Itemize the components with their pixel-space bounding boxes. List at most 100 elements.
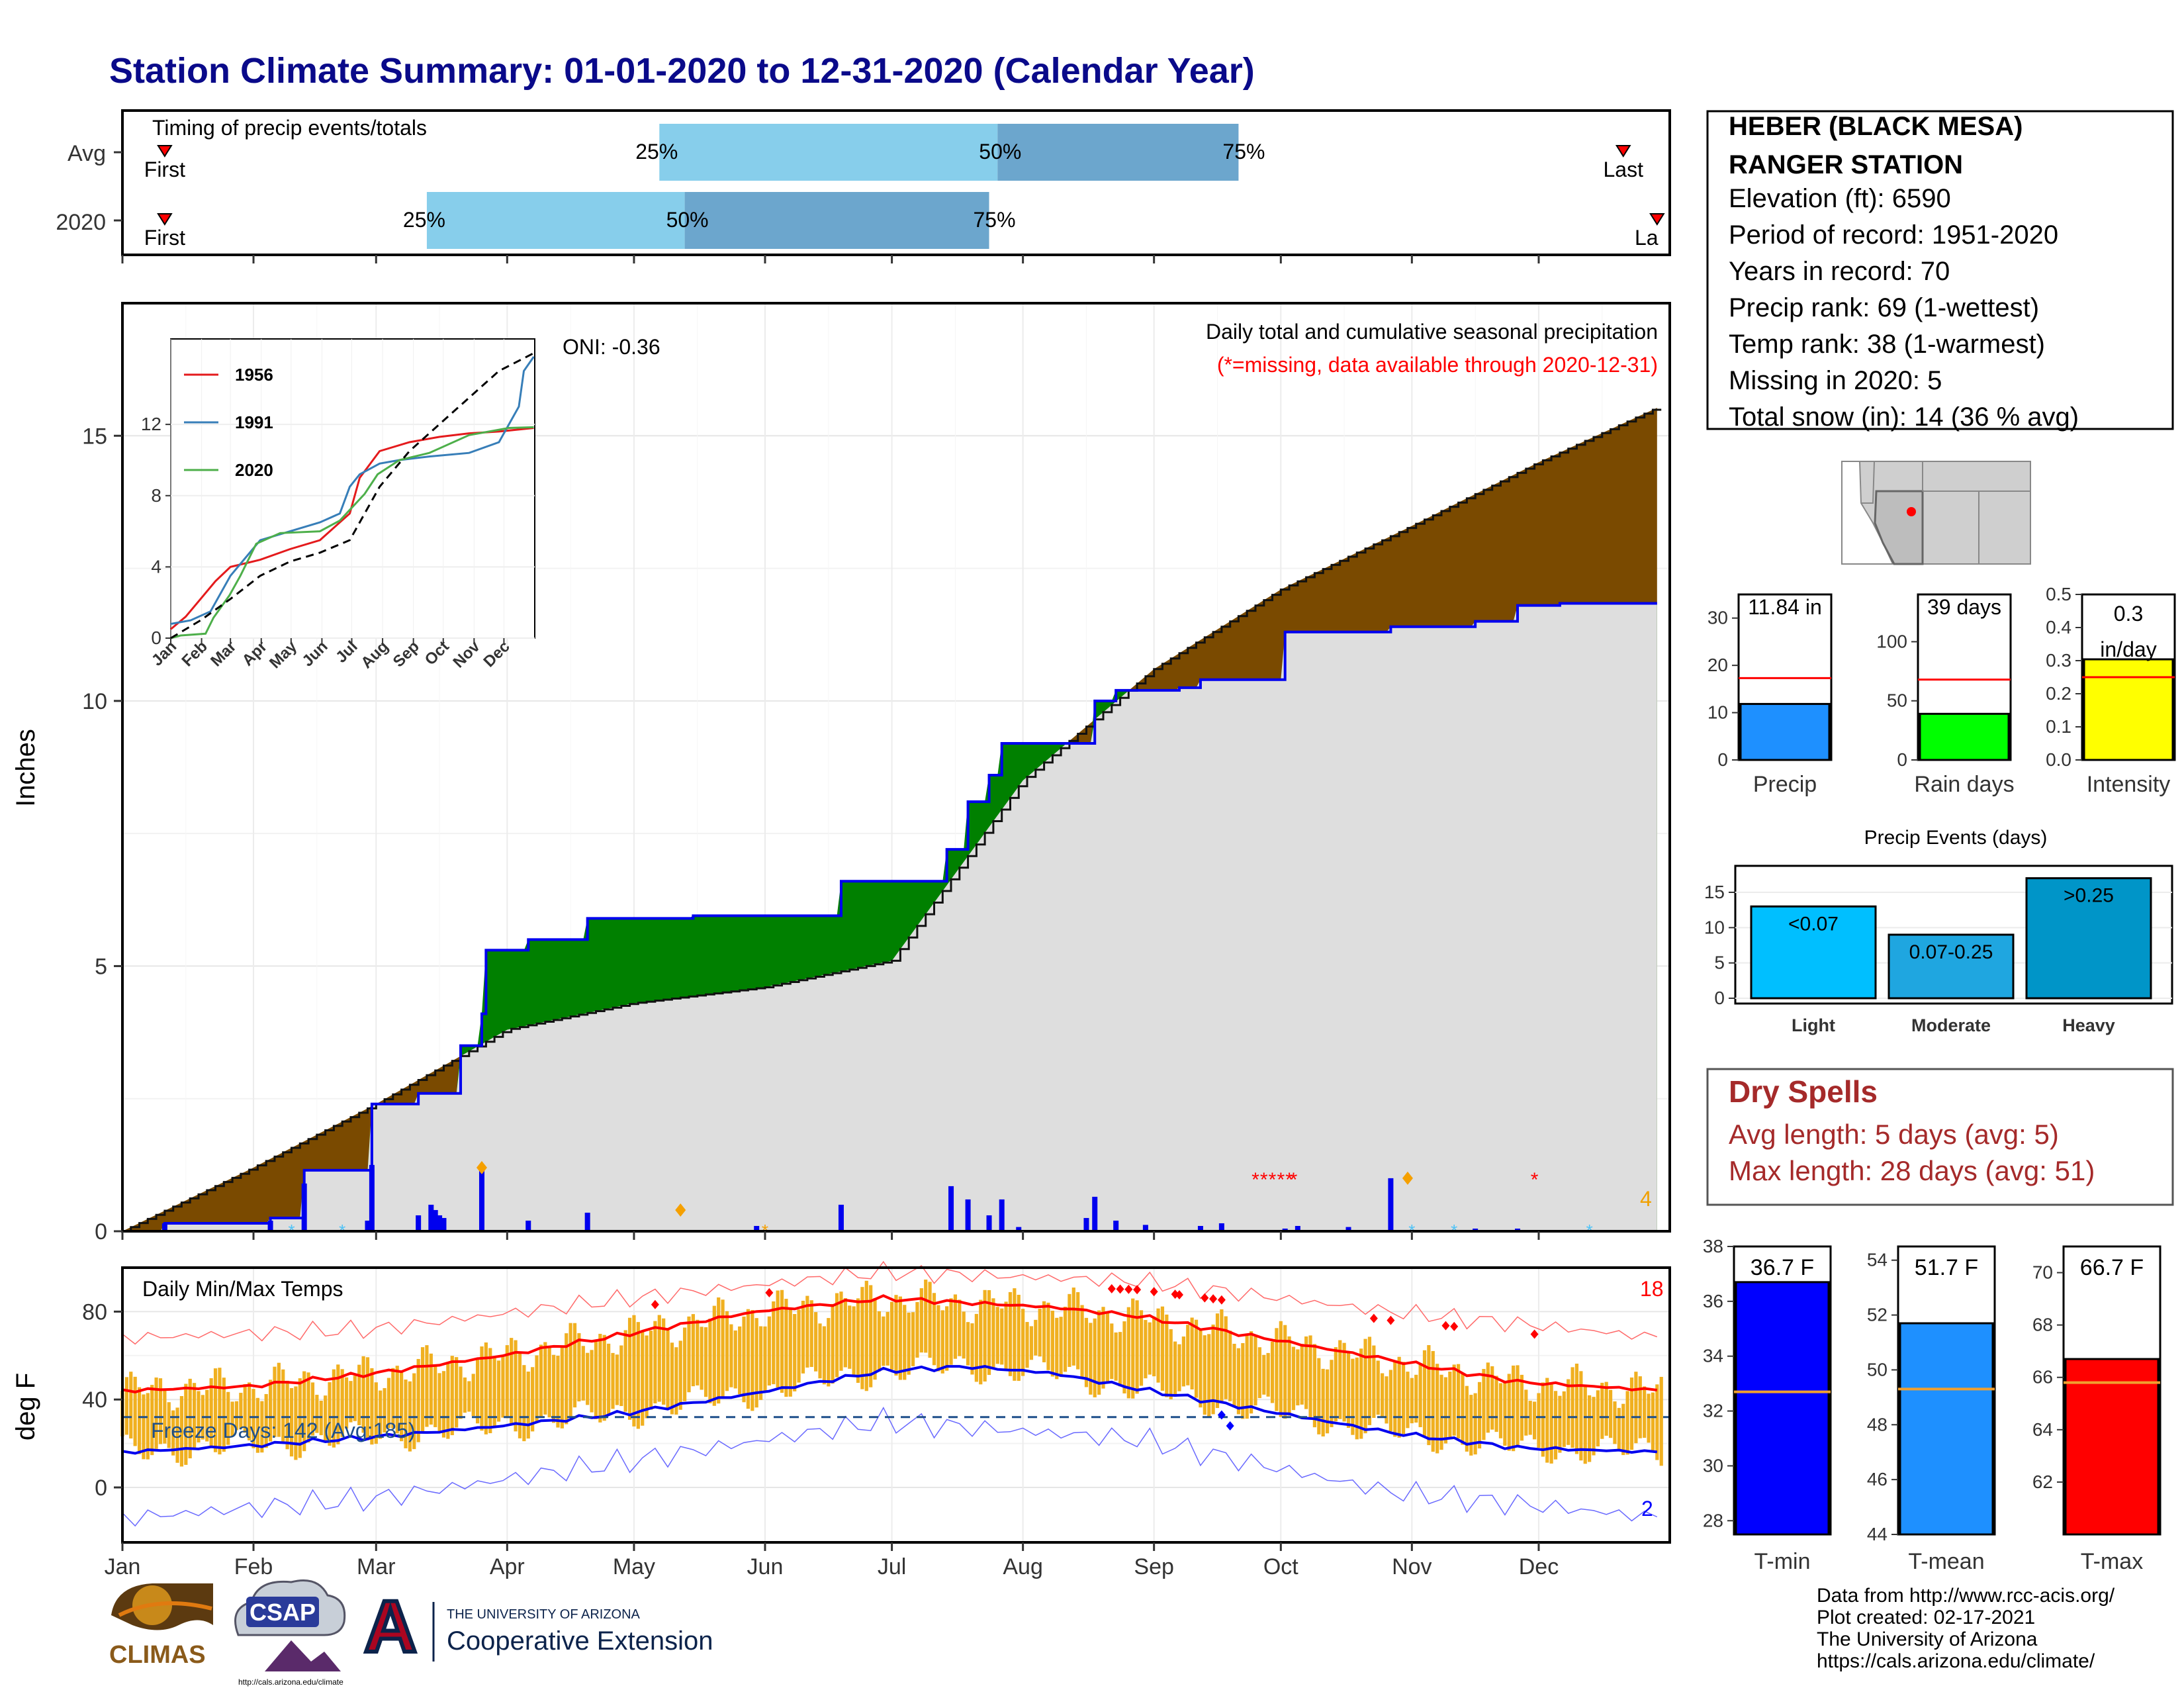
- tbar-tmean-ytick-label-2: 48: [1867, 1414, 1888, 1434]
- temp-day-bar-288: [1338, 1340, 1342, 1419]
- mini-intensity-label: Intensity: [2087, 772, 2171, 797]
- temp-day-bar-308: [1422, 1350, 1427, 1436]
- mini-precip-ytick-label-3: 30: [1707, 608, 1728, 628]
- snow-marker-2: [1402, 1171, 1413, 1185]
- temp-day-bar-289: [1342, 1342, 1346, 1422]
- temp-record-min-line: [122, 1406, 1658, 1527]
- temp-day-bar-201: [970, 1323, 974, 1375]
- temp-day-bar-164: [814, 1312, 818, 1372]
- temp-day-bar-176: [864, 1280, 868, 1391]
- inset-ytick-label-0: 0: [151, 628, 161, 648]
- temp-day-bar-44: [306, 1372, 310, 1443]
- daily-precip-bar-31: [1515, 1228, 1521, 1231]
- temp-day-bar-239: [1131, 1298, 1135, 1399]
- csap-label-bg: [246, 1597, 319, 1627]
- snow-marker-1: [675, 1203, 686, 1217]
- station-temp-rank: Temp rank: 38 (1-warmest): [1729, 330, 2045, 359]
- missing-marker-1: *: [1260, 1169, 1268, 1191]
- temp-day-bar-229: [1089, 1323, 1093, 1395]
- temp-day-bar-315: [1452, 1364, 1456, 1436]
- temp-day-bar-283: [1317, 1358, 1321, 1434]
- temp-day-bar-35: [268, 1380, 273, 1442]
- temp-day-bar-298: [1381, 1373, 1385, 1417]
- temp-day-bar-221: [1055, 1317, 1059, 1380]
- temp-day-bar-14: [179, 1396, 184, 1467]
- temp-day-bar-286: [1330, 1360, 1334, 1427]
- tbar-tmax-ytick-label-0: 62: [2032, 1472, 2053, 1492]
- temp-day-bar-148: [746, 1309, 751, 1409]
- events-bar-moderate: [1888, 933, 2015, 1000]
- temp-day-bar-172: [848, 1305, 852, 1369]
- temp-day-bar-130: [670, 1342, 674, 1415]
- precip-ylabel: Inches: [11, 729, 40, 807]
- tbar-tmax-ytick-label-1: 64: [2032, 1419, 2053, 1440]
- temp-day-bar-2: [129, 1372, 133, 1439]
- timing-label-50-0: 50%: [979, 140, 1021, 164]
- temp-day-bar-363: [1655, 1384, 1659, 1460]
- temp-day-bar-13: [175, 1407, 179, 1463]
- temp-day-bar-124: [645, 1335, 649, 1419]
- temp-day-bar-276: [1287, 1336, 1291, 1416]
- mini-precip-ytick-label-0: 0: [1717, 749, 1728, 770]
- temp-day-bar-1: [124, 1377, 128, 1435]
- temp-day-bar-279: [1300, 1344, 1304, 1405]
- station-elevation: Elevation (ft): 6590: [1729, 184, 1951, 213]
- station-name-line2: RANGER STATION: [1729, 150, 1963, 179]
- temp-day-bar-222: [1059, 1317, 1063, 1378]
- temp-day-bar-86: [484, 1342, 488, 1434]
- temp-day-bar-23: [218, 1368, 222, 1455]
- timing-bar-25-50-1: [426, 192, 685, 249]
- timing-first-label-1: First: [144, 226, 185, 250]
- temp-day-bar-113: [598, 1333, 602, 1423]
- events-title: Precip Events (days): [1864, 827, 2048, 849]
- temp-day-bar-242: [1144, 1320, 1148, 1379]
- temp-day-bar-245: [1156, 1308, 1160, 1383]
- temp-day-bar-250: [1177, 1344, 1181, 1391]
- timing-last-label-0: Last: [1603, 158, 1643, 181]
- mini-raindays-ytick-label-2: 100: [1876, 631, 1907, 651]
- daily-precip-bar-26: [1282, 1228, 1288, 1231]
- temp-title: Daily Min/Max Temps: [142, 1277, 343, 1301]
- temp-day-bar-159: [793, 1314, 797, 1391]
- tbar-tmin-ytick-label-3: 34: [1703, 1346, 1723, 1366]
- temp-day-bar-180: [882, 1316, 886, 1366]
- temp-day-bar-114: [602, 1335, 606, 1421]
- temp-day-bar-123: [641, 1331, 645, 1426]
- temp-day-bar-50: [332, 1369, 336, 1448]
- inset-frame: [170, 338, 535, 639]
- temp-day-bar-69: [412, 1373, 416, 1450]
- temp-day-bar-199: [962, 1311, 966, 1359]
- temp-day-bar-54: [349, 1381, 353, 1423]
- temp-day-bar-115: [607, 1343, 611, 1415]
- temp-day-bar-302: [1397, 1356, 1401, 1438]
- temp-day-bar-71: [420, 1347, 425, 1434]
- temp-day-bar-151: [758, 1326, 763, 1400]
- csap-logo-text: CSAP: [250, 1599, 316, 1626]
- daily-precip-bar-21: [1092, 1196, 1098, 1231]
- precip-corner-count: 4: [1640, 1187, 1652, 1211]
- temp-day-bar-93: [514, 1340, 518, 1432]
- temp-day-bar-89: [496, 1360, 501, 1422]
- temp-day-bar-179: [877, 1311, 882, 1372]
- timing-label-75-1: 75%: [974, 208, 1016, 232]
- temp-day-bar-116: [611, 1352, 615, 1409]
- temp-day-bar-48: [324, 1395, 328, 1441]
- dry-spells-frame: [1706, 1068, 2174, 1206]
- temp-day-bar-347: [1588, 1395, 1592, 1462]
- temp-record-high-marker-4: [1124, 1284, 1133, 1294]
- temp-day-bar-122: [636, 1322, 640, 1429]
- timing-row-2020-label: 2020: [56, 210, 106, 235]
- temp-day-bar-259: [1215, 1313, 1220, 1409]
- mini-intensity-unit: in/day: [2100, 637, 2156, 661]
- temp-day-bar-246: [1160, 1306, 1165, 1391]
- temp-day-bar-154: [772, 1301, 776, 1385]
- ua-logo: A THE UNIVERSITY OF ARIZONA Cooperative …: [362, 1584, 713, 1669]
- timing-label-50-1: 50%: [666, 208, 709, 232]
- temp-day-bar-49: [328, 1382, 332, 1446]
- temp-day-bar-128: [662, 1318, 666, 1405]
- temp-day-bar-215: [1029, 1326, 1034, 1360]
- daily-precip-bar-23: [1142, 1225, 1148, 1231]
- temp-day-bar-98: [535, 1355, 539, 1423]
- temp-day-bar-305: [1410, 1378, 1414, 1424]
- temp-day-bar-135: [691, 1314, 695, 1387]
